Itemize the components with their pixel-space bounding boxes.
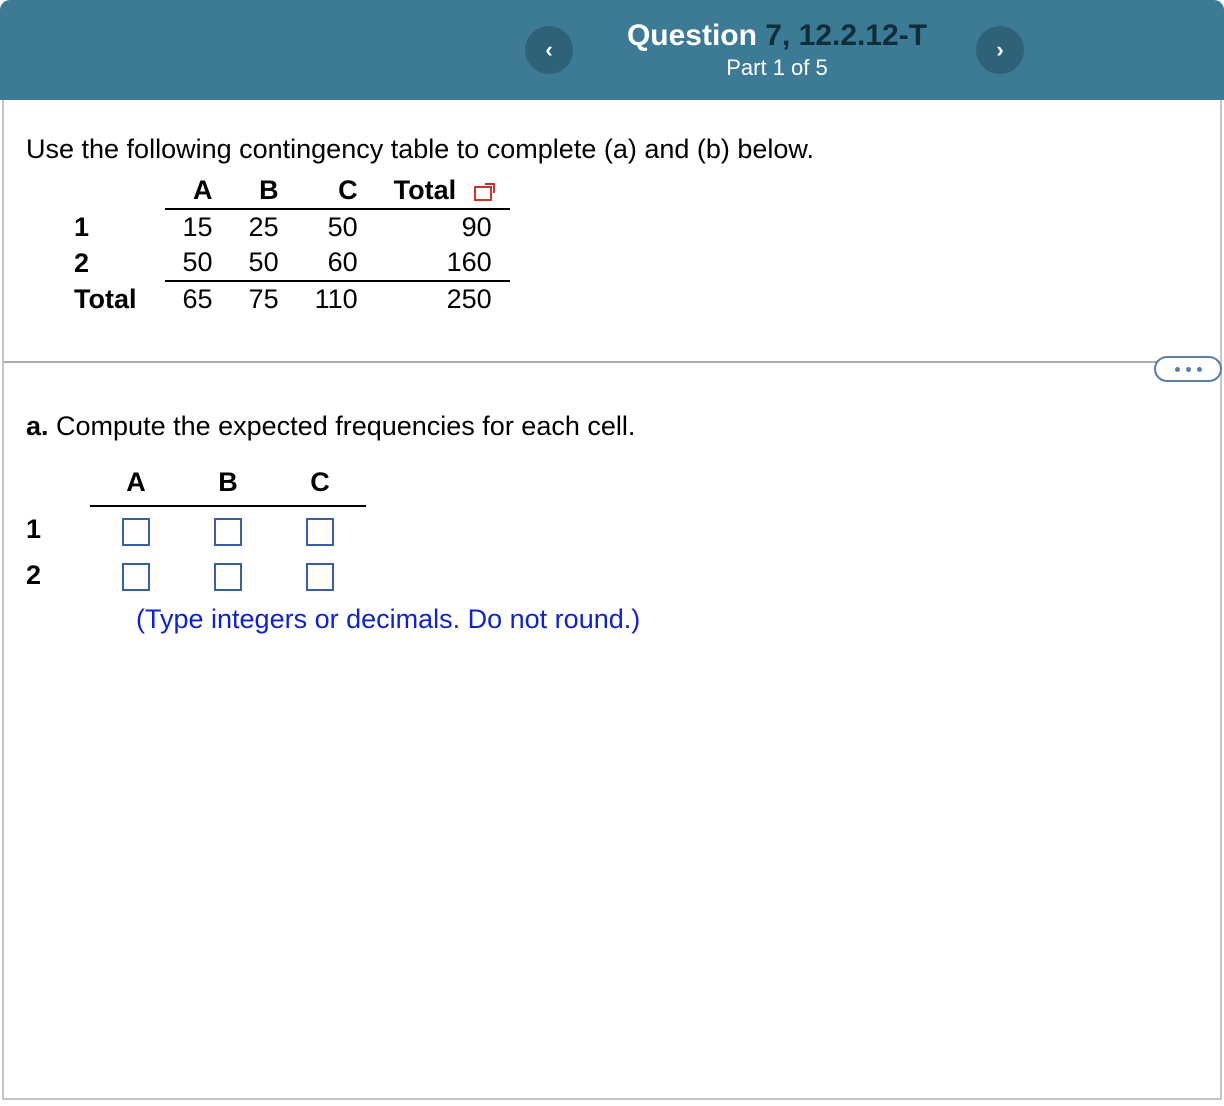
col-header-label: Total xyxy=(394,175,457,205)
section-divider xyxy=(4,361,1220,363)
answer-col-header: C xyxy=(274,460,366,506)
answer-input-2A[interactable] xyxy=(122,563,150,591)
question-number: 7, 12.2.12-T xyxy=(765,19,927,52)
dot-icon xyxy=(1175,367,1180,372)
answer-corner xyxy=(26,460,90,506)
cell: 15 xyxy=(165,209,231,245)
contingency-table: A B C Total 1 15 25 50 90 xyxy=(74,173,510,317)
question-title: Question 7, 12.2.12-T xyxy=(600,19,954,53)
answer-input-1A[interactable] xyxy=(122,518,150,546)
cell: 250 xyxy=(376,281,510,317)
answer-row: 2 xyxy=(26,552,366,598)
cell: 50 xyxy=(297,209,376,245)
dot-icon xyxy=(1186,367,1191,372)
answer-cell xyxy=(274,552,366,598)
header-title-block: Question 7, 12.2.12-T Part 1 of 5 xyxy=(600,19,954,81)
cell: 90 xyxy=(376,209,510,245)
col-header: C xyxy=(297,173,376,209)
answer-cell xyxy=(182,552,274,598)
question-header: ‹ Question 7, 12.2.12-T Part 1 of 5 › xyxy=(0,0,1224,100)
answer-header-row: A B C xyxy=(26,460,366,506)
table-row: Total 65 75 110 250 xyxy=(74,281,510,317)
answer-col-header: A xyxy=(90,460,182,506)
cell: 110 xyxy=(297,281,376,317)
row-label: Total xyxy=(74,281,165,317)
answer-col-header: B xyxy=(182,460,274,506)
answer-cell xyxy=(274,506,366,552)
answer-table: A B C 1 2 xyxy=(26,460,366,598)
table-row: 1 15 25 50 90 xyxy=(74,209,510,245)
table-row: 2 50 50 60 160 xyxy=(74,245,510,281)
answer-input-2B[interactable] xyxy=(214,563,242,591)
answer-cell xyxy=(90,506,182,552)
part-a-label: a. xyxy=(26,411,49,441)
cell: 160 xyxy=(376,245,510,281)
answer-row-label: 2 xyxy=(26,552,90,598)
table-header-row: A B C Total xyxy=(74,173,510,209)
next-question-button[interactable]: › xyxy=(976,26,1024,74)
cell: 50 xyxy=(231,245,297,281)
chevron-left-icon: ‹ xyxy=(545,37,552,63)
answer-hint: (Type integers or decimals. Do not round… xyxy=(136,604,1198,635)
prev-question-button[interactable]: ‹ xyxy=(525,26,573,74)
contingency-table-wrap: A B C Total 1 15 25 50 90 xyxy=(74,173,1198,317)
intro-text: Use the following contingency table to c… xyxy=(26,134,1198,165)
answer-input-2C[interactable] xyxy=(306,563,334,591)
cell: 75 xyxy=(231,281,297,317)
cell: 25 xyxy=(231,209,297,245)
question-label: Question xyxy=(627,19,765,52)
row-label: 2 xyxy=(74,245,165,281)
chevron-right-icon: › xyxy=(996,37,1003,63)
row-label: 1 xyxy=(74,209,165,245)
cell: 50 xyxy=(165,245,231,281)
col-header: Total xyxy=(376,173,510,209)
popup-icon[interactable] xyxy=(474,186,492,201)
col-header: B xyxy=(231,173,297,209)
more-options-button[interactable] xyxy=(1154,356,1222,382)
answer-table-wrap: A B C 1 2 (Type int xyxy=(26,460,1198,635)
answer-row: 1 xyxy=(26,506,366,552)
part-a-prompt: a. Compute the expected frequencies for … xyxy=(26,411,1198,442)
answer-input-1C[interactable] xyxy=(306,518,334,546)
answer-row-label: 1 xyxy=(26,506,90,552)
answer-cell xyxy=(182,506,274,552)
col-header: A xyxy=(165,173,231,209)
answer-input-1B[interactable] xyxy=(214,518,242,546)
table-corner xyxy=(74,173,165,209)
question-body: Use the following contingency table to c… xyxy=(2,100,1222,1100)
cell: 60 xyxy=(297,245,376,281)
part-a-text: Compute the expected frequencies for eac… xyxy=(49,411,636,441)
question-part: Part 1 of 5 xyxy=(600,55,954,81)
dot-icon xyxy=(1197,367,1202,372)
answer-cell xyxy=(90,552,182,598)
cell: 65 xyxy=(165,281,231,317)
